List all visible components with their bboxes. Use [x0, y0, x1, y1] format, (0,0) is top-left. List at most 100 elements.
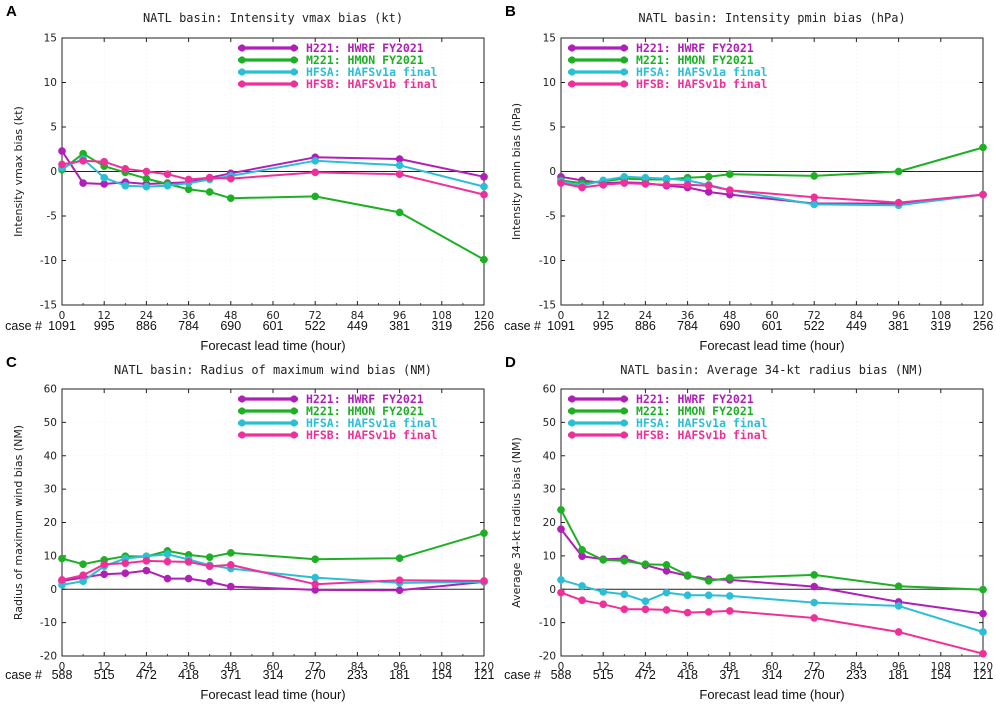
- data-point: [184, 558, 193, 566]
- y-tick-label: 40: [44, 450, 57, 462]
- legend-marker: [290, 395, 298, 403]
- data-point: [578, 582, 586, 590]
- data-point: [58, 160, 66, 169]
- x-axis-label: Forecast lead time (hour): [699, 687, 844, 702]
- legend-label: HFSA: HAFSv1a final: [636, 416, 768, 430]
- y-tick-label: -5: [47, 211, 57, 223]
- x-tick-label: 12: [597, 661, 610, 673]
- series-line: [61, 559, 485, 586]
- case-count-label: 371: [719, 668, 740, 682]
- x-tick-label: 108: [931, 310, 951, 322]
- case-count-label: 371: [220, 668, 241, 682]
- case-count-label: 522: [804, 319, 825, 333]
- case-count-label: 319: [930, 319, 951, 333]
- x-tick-label: 108: [931, 661, 951, 673]
- data-point: [226, 194, 235, 203]
- x-tick-label: 60: [266, 661, 279, 673]
- y-tick-label: 10: [44, 550, 57, 562]
- data-point: [163, 574, 172, 583]
- y-tick-label: 10: [543, 77, 556, 89]
- x-tick-label: 96: [892, 310, 906, 322]
- data-point: [311, 580, 320, 589]
- case-prefix: case #: [504, 319, 541, 333]
- data-point: [725, 592, 734, 600]
- data-point: [979, 649, 987, 658]
- y-tick-label: 15: [543, 33, 556, 45]
- y-tick-label: -10: [40, 255, 57, 267]
- legend-label: HFSA: HAFSv1a final: [636, 65, 768, 79]
- y-tick-label: 20: [543, 517, 556, 529]
- data-point: [480, 529, 488, 538]
- x-tick-label: 60: [765, 661, 778, 673]
- y-tick-label: -10: [539, 255, 556, 267]
- y-axis-label: Average 34-kt radius bias (NM): [510, 437, 523, 608]
- case-count-label: 154: [431, 668, 452, 682]
- panel-b: B NATL basin: Intensity pmin bias (hPa) -1…: [504, 3, 993, 353]
- x-axis-label: Forecast lead time (hour): [699, 338, 844, 353]
- data-point: [683, 571, 692, 580]
- data-point: [599, 600, 608, 609]
- y-tick-label: -15: [539, 300, 556, 312]
- y-axis-label: Intensity vmax bias (kt): [12, 106, 25, 237]
- panel-letter: A: [6, 3, 17, 20]
- data-point: [662, 181, 671, 189]
- data-point: [58, 147, 66, 155]
- case-count-label: 381: [389, 319, 410, 333]
- data-point: [641, 180, 650, 188]
- case-count-label: 154: [930, 668, 951, 682]
- legend-label: M221: HMON FY2021: [306, 53, 424, 67]
- y-tick-label: 60: [44, 384, 57, 396]
- legend-marker: [568, 68, 576, 76]
- panel-letter: B: [505, 3, 516, 20]
- legend-label: HFSB: HAFSv1b final: [306, 77, 438, 91]
- legend-marker: [238, 44, 246, 52]
- panel-a: A NATL basin: Intensity vmax bias (kt) -15…: [5, 3, 494, 353]
- legend-marker: [568, 395, 576, 403]
- data-point: [142, 174, 151, 183]
- case-count-label: 690: [220, 319, 241, 333]
- y-tick-label: 0: [50, 584, 57, 596]
- series-hfsb: [557, 179, 987, 207]
- case-count-label: 449: [846, 319, 867, 333]
- data-point: [557, 576, 565, 584]
- case-count-label: 588: [52, 668, 73, 682]
- legend-label: HFSB: HAFSv1b final: [306, 428, 438, 442]
- y-tick-label: 15: [44, 33, 57, 45]
- x-tick-label: 60: [266, 310, 279, 322]
- case-count-label: 418: [178, 668, 199, 682]
- data-point: [810, 172, 819, 180]
- case-count-label: 784: [178, 319, 199, 333]
- data-point: [480, 577, 488, 585]
- data-point: [395, 170, 404, 179]
- data-point: [704, 591, 713, 600]
- data-point: [641, 597, 650, 606]
- legend-label: H221: HWRF FY2021: [636, 392, 754, 406]
- data-point: [979, 585, 987, 594]
- data-point: [725, 186, 734, 195]
- y-axis-label: Intensity pmin bias (hPa): [510, 103, 523, 240]
- data-point: [205, 173, 214, 182]
- legend-label: M221: HMON FY2021: [636, 53, 754, 67]
- data-point: [226, 174, 235, 183]
- x-tick-label: 48: [723, 310, 736, 322]
- data-point: [725, 170, 734, 179]
- data-point: [557, 179, 565, 187]
- data-point: [184, 574, 193, 583]
- series-hfsb: [58, 156, 488, 199]
- data-point: [480, 172, 488, 181]
- x-tick-label: 0: [59, 310, 66, 322]
- data-point: [683, 181, 692, 189]
- legend-marker: [290, 68, 298, 76]
- panel-title: NATL basin: Radius of maximum wind bias …: [114, 363, 432, 377]
- legend-marker: [620, 419, 628, 427]
- legend-marker: [238, 395, 246, 403]
- data-point: [480, 190, 488, 199]
- data-point: [725, 607, 734, 615]
- data-point: [557, 588, 565, 597]
- case-count-label: 995: [94, 319, 115, 333]
- data-point: [810, 582, 819, 591]
- series-h221: [58, 566, 488, 595]
- data-point: [163, 181, 172, 190]
- panel-title: NATL basin: Intensity pmin bias (hPa): [638, 11, 905, 25]
- case-count-label: 995: [593, 319, 614, 333]
